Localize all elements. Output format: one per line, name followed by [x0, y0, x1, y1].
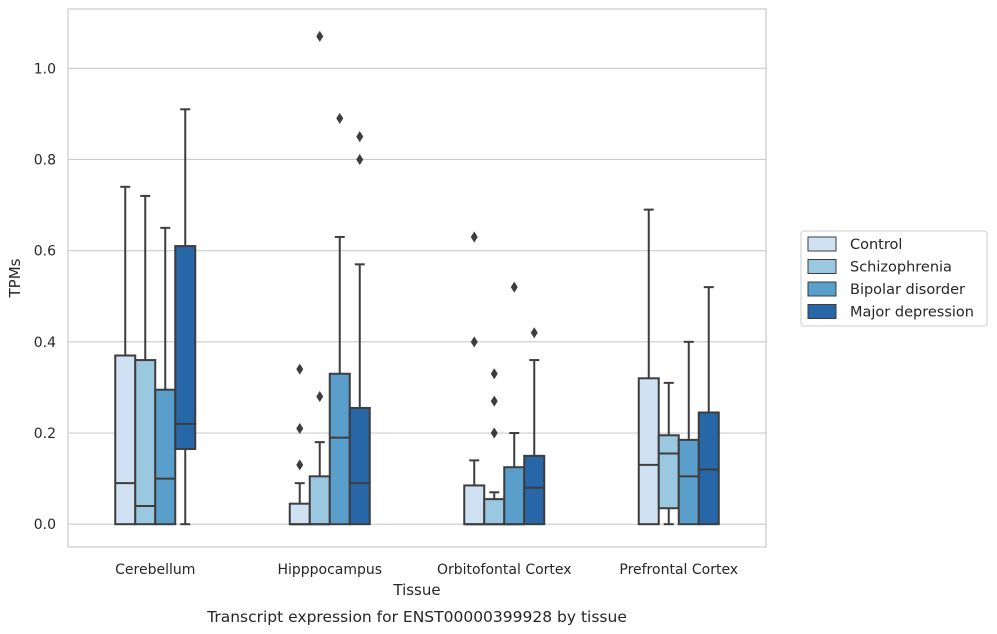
- box-schizophrenia: [134, 194, 157, 526]
- outlier-point: [510, 281, 518, 293]
- x-tick-label: Hipppocampus: [277, 562, 382, 578]
- y-tick-label: 0.0: [34, 517, 56, 533]
- box-bipolar-disorder: [154, 226, 177, 526]
- box-body: [523, 454, 546, 526]
- outlier-point: [530, 327, 538, 339]
- y-tick-label: 0.8: [34, 152, 56, 168]
- figure-caption: Transcript expression for ENST0000039992…: [206, 608, 627, 626]
- box-body: [288, 502, 311, 526]
- legend-label: Control: [850, 237, 902, 253]
- outlier-point: [490, 368, 498, 380]
- plot-frame: [67, 8, 767, 548]
- y-axis-label: TPMs: [6, 258, 24, 298]
- box-body: [174, 245, 197, 450]
- outlier-point: [296, 422, 304, 434]
- box-major-depression: [697, 286, 720, 526]
- x-tick-label: Prefrontal Cortex: [619, 562, 738, 578]
- y-tick-labels: 0.0 0.2 0.4 0.6 0.8 1.0: [34, 61, 56, 533]
- box-control: [114, 185, 137, 526]
- box-body: [114, 354, 137, 526]
- box-body: [637, 377, 660, 526]
- box-body: [308, 475, 331, 526]
- box-control: [288, 363, 311, 526]
- box-body: [348, 406, 371, 526]
- outlier-point: [356, 131, 364, 143]
- legend-label: Schizophrenia: [850, 260, 952, 276]
- box-body: [697, 411, 720, 526]
- box-body: [503, 466, 526, 526]
- legend-swatch: [807, 259, 837, 274]
- legend-swatch: [807, 304, 837, 319]
- outlier-point: [296, 363, 304, 375]
- x-axis-label: Tissue: [392, 581, 440, 599]
- box-body: [154, 388, 177, 526]
- box-major-depression: [174, 108, 197, 526]
- outlier-point: [490, 395, 498, 407]
- box-body: [328, 372, 351, 526]
- y-tick-label: 0.2: [34, 426, 56, 442]
- outlier-point: [356, 153, 364, 165]
- x-tick-label: Cerebellum: [115, 562, 195, 578]
- legend: Control Schizophrenia Bipolar disorder Majo…: [800, 230, 988, 327]
- box-major-depression: [523, 327, 546, 526]
- outlier-point: [470, 336, 478, 348]
- box-body: [657, 434, 680, 510]
- box-body: [677, 438, 700, 526]
- legend-label: Bipolar disorder: [850, 282, 965, 298]
- y-tick-label: 1.0: [34, 61, 56, 77]
- outlier-point: [336, 112, 344, 124]
- box-body: [134, 359, 157, 526]
- y-tick-label: 0.4: [34, 335, 56, 351]
- x-tick-label: Orbitofontal Cortex: [437, 562, 572, 578]
- box-body: [483, 498, 506, 526]
- box-body: [463, 484, 486, 526]
- legend-swatch: [807, 281, 837, 297]
- legend-swatch: [807, 236, 837, 252]
- outlier-point: [470, 231, 478, 243]
- boxes: [114, 30, 720, 526]
- outlier-point: [296, 459, 304, 471]
- outlier-point: [490, 427, 498, 439]
- box-major-depression: [348, 131, 371, 526]
- x-tick-labels: Cerebellum Hipppocampus Orbitofontal Corte…: [115, 562, 738, 578]
- box-schizophrenia: [308, 30, 331, 526]
- outlier-point: [316, 391, 324, 403]
- legend-frame: [800, 230, 988, 327]
- box-bipolar-disorder: [328, 112, 351, 526]
- y-tick-label: 0.6: [34, 244, 56, 260]
- legend-label: Major depression: [850, 305, 974, 321]
- outlier-point: [316, 30, 324, 42]
